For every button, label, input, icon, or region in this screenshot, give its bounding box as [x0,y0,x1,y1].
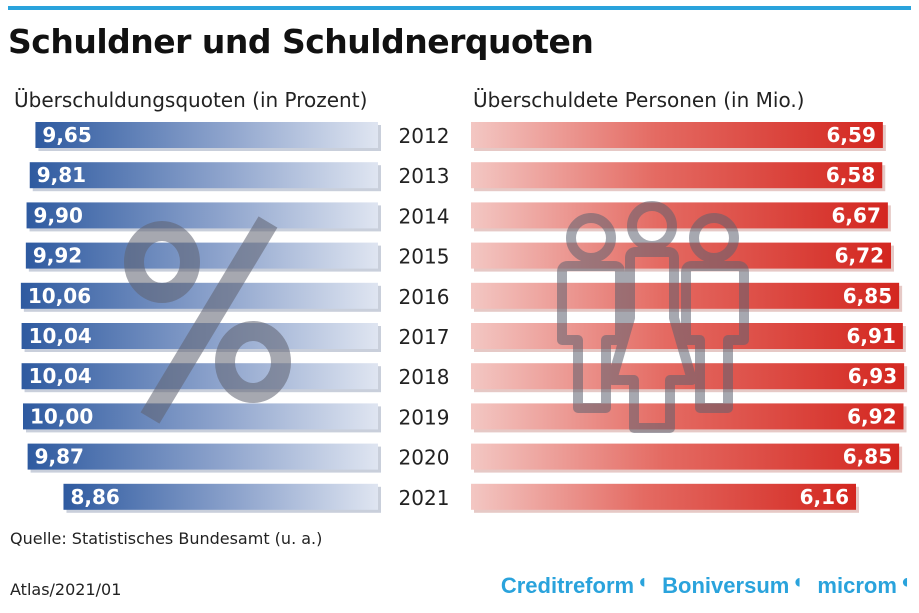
right-bar [471,242,891,269]
left-bar [20,282,379,309]
right-value-label: 6,93 [848,364,897,388]
source-note: Quelle: Statistisches Bundesamt (u. a.) [10,529,323,548]
left-bar [27,443,379,470]
left-value-label: 9,90 [34,203,83,227]
right-bar [471,443,900,470]
right-value-label: 6,58 [826,163,875,187]
right-value-label: 6,91 [847,324,896,348]
year-label: 2013 [399,164,450,188]
left-value-label: 10,04 [29,364,92,388]
right-bar [471,162,883,189]
year-label: 2020 [399,446,450,470]
right-value-labels-group: 6,59 6,58 6,67 6,72 6,85 6,91 6,93 6,92 6,85 6,16 [800,123,897,509]
right-bar [471,403,904,430]
year-labels-group: 2012 2013 2014 2015 2016 2017 2018 2019 2020 2021 [399,124,450,510]
crescent-c-icon: ◖ [791,570,804,593]
left-value-label: 10,00 [30,404,93,428]
left-value-label: 9,87 [35,445,84,469]
logo-boniversum: Boniversum ◖ [662,570,804,599]
top-rule [8,6,911,10]
left-bars-group [20,122,382,513]
right-bar [471,122,883,148]
left-value-label: 10,06 [28,284,91,308]
year-label: 2018 [399,365,450,389]
people-icon [557,201,749,433]
year-label: 2017 [399,325,450,349]
right-value-label: 6,85 [843,445,892,469]
page-title: Schuldner und Schuldnerquoten [8,22,594,61]
right-chart-subtitle: Überschuldete Personen (in Mio.) [473,88,805,112]
right-value-label: 6,59 [827,123,876,147]
logo-bar: Creditreform ◖ Boniversum ◖ microm ◖ [500,570,911,599]
year-label: 2016 [399,285,450,309]
left-value-label: 9,65 [42,123,91,147]
left-value-labels-group: 9,65 9,81 9,90 9,92 10,06 10,04 10,04 10,00 9,87… [28,123,120,509]
left-bar [23,403,378,430]
right-value-label: 6,92 [847,404,896,428]
year-label: 2012 [399,124,450,148]
percent-icon [124,216,291,424]
left-bar [29,162,379,189]
left-bar [35,122,379,148]
left-bar [26,202,379,229]
crescent-c-icon: ◖ [898,570,911,593]
right-value-label: 6,85 [843,284,892,308]
year-label: 2015 [399,245,450,269]
right-value-label: 6,72 [835,244,884,268]
logo-boniversum-text: Boniversum [662,573,790,598]
left-value-label: 10,04 [29,324,92,348]
left-bar [25,242,379,269]
right-value-label: 6,16 [800,485,849,509]
left-bar [63,483,378,510]
year-label: 2021 [399,486,450,510]
logo-creditreform: Creditreform ◖ [500,570,649,599]
left-bar [21,363,379,390]
right-bar [471,202,888,229]
left-value-label: 9,81 [37,163,86,187]
logo-microm: microm ◖ [817,570,911,599]
left-chart-subtitle: Überschuldungsquoten (in Prozent) [14,88,368,112]
crescent-c-icon: ◖ [636,570,649,593]
left-value-label: 9,92 [33,244,82,268]
year-label: 2019 [399,405,450,429]
logo-microm-text: microm [817,573,897,598]
atlas-note: Atlas/2021/01 [10,580,122,599]
logo-creditreform-text: Creditreform [500,573,635,598]
right-value-label: 6,67 [832,203,881,227]
left-value-label: 8,86 [70,485,119,509]
year-label: 2014 [399,204,450,228]
right-bar [471,483,856,510]
